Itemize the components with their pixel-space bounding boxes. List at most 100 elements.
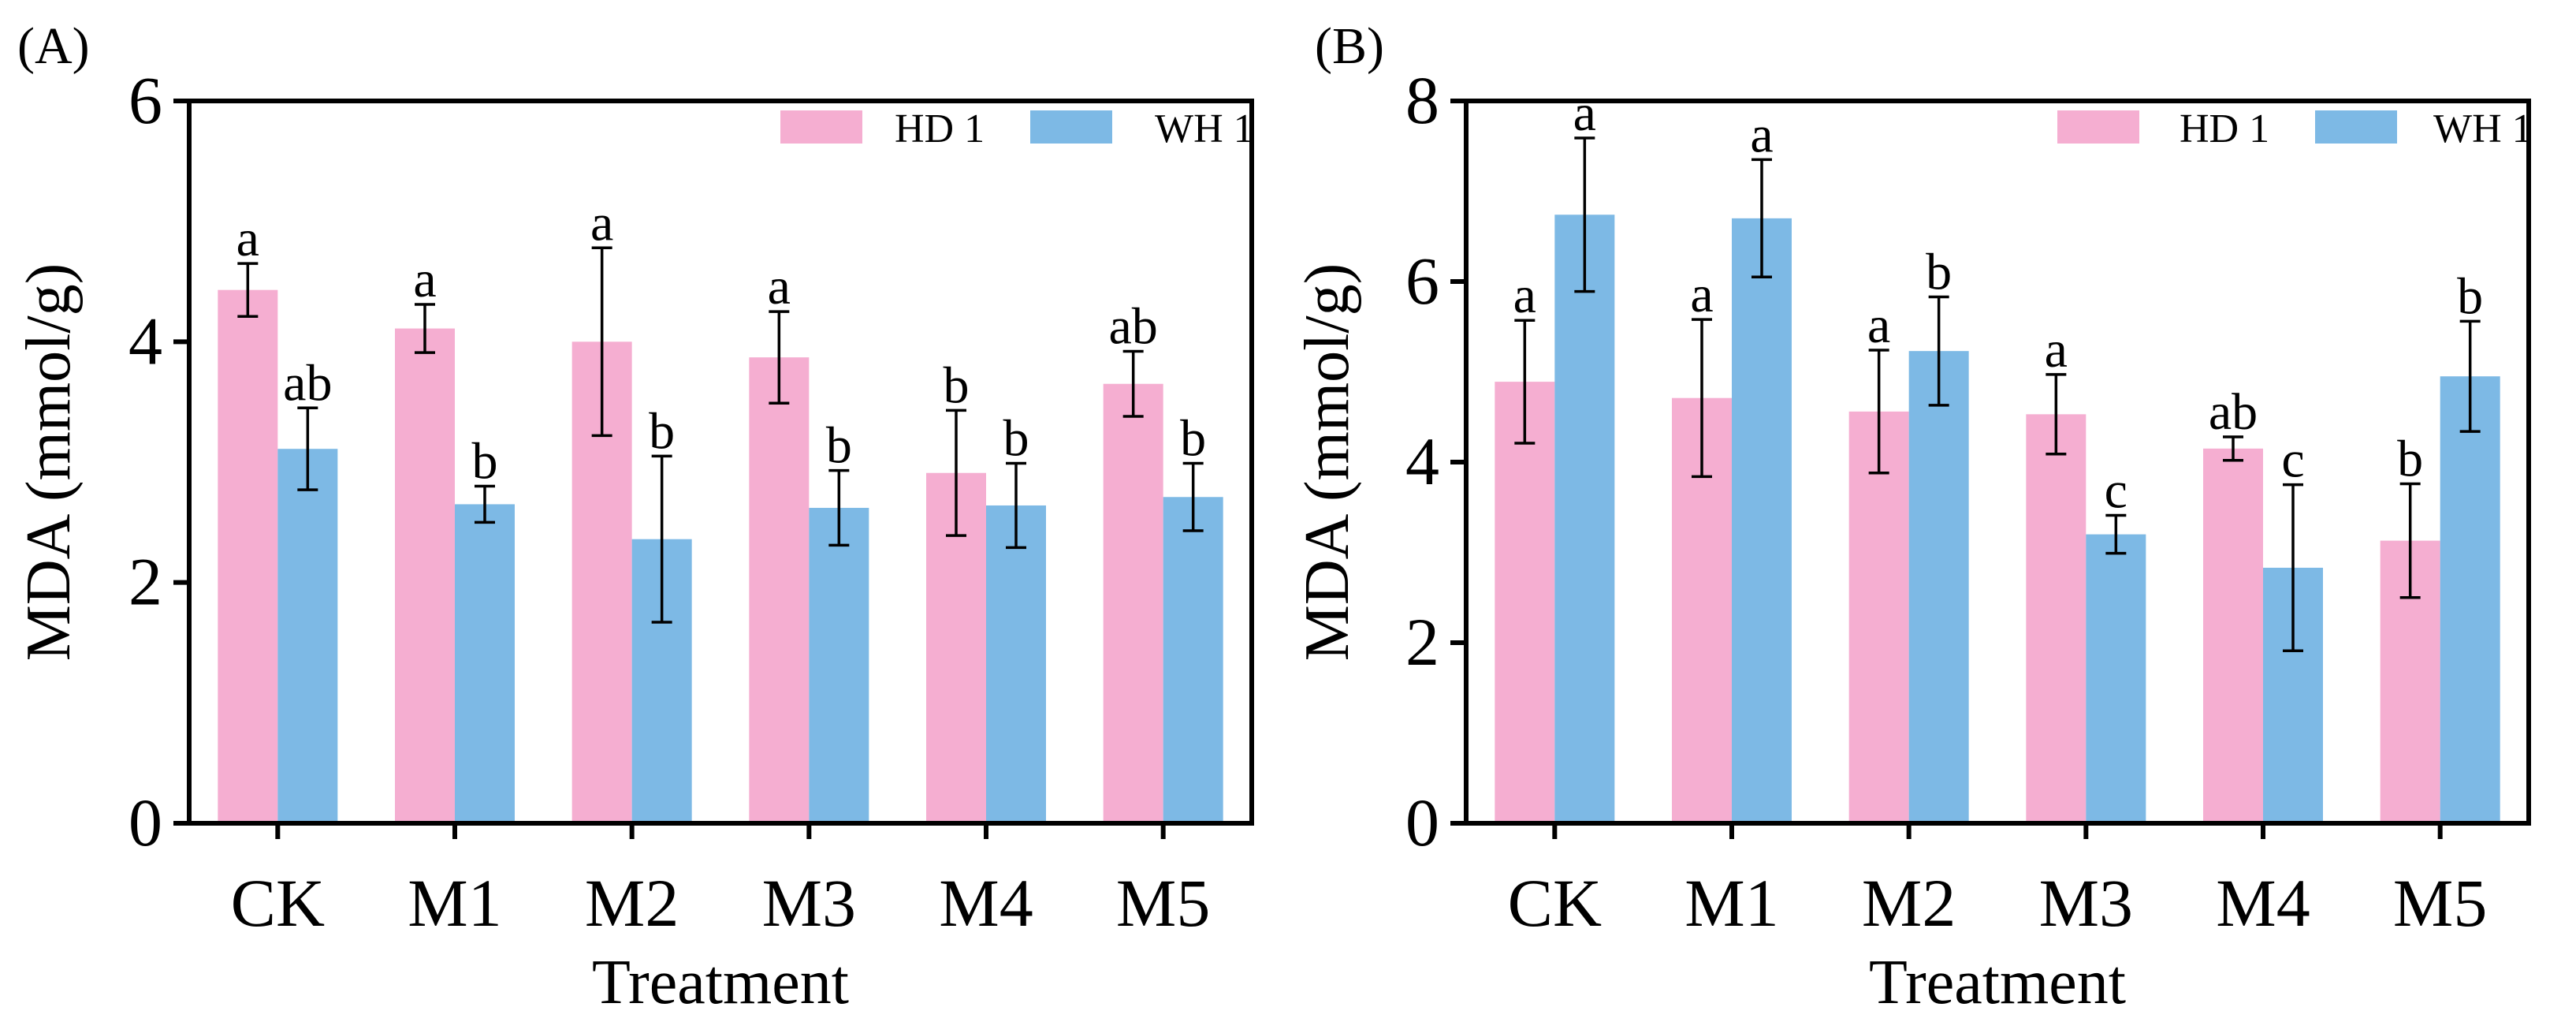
significance-letter: b [826,417,852,475]
error-bar [2399,482,2421,599]
legend-label-hd1: HD 1 [895,106,985,151]
y-tick-label: 0 [1405,785,1439,860]
error-bar [1868,349,1889,475]
bar-wh1-m1 [455,504,515,823]
error-bar [1006,461,1026,550]
error-bar [2046,373,2067,456]
bar-hd1-m4 [2203,448,2263,823]
bar-hd1-ck [218,289,278,824]
y-tick-label: 4 [128,303,162,379]
significance-letter: b [1180,410,1206,468]
x-tick-label: M2 [585,865,679,941]
significance-letter: a [768,258,791,315]
error-bar [828,468,850,547]
error-bar [651,454,672,624]
y-axis-title: MDA (mmol/g) [14,263,84,661]
x-tick-label: M2 [1862,865,1956,941]
bar-wh1-ck [277,449,338,823]
bar-wh1-m3 [2086,534,2146,823]
y-tick-label: 8 [1405,62,1439,138]
significance-letter: b [1926,243,1952,300]
significance-letter: a [1867,297,1890,354]
bar-hd1-m5 [1103,383,1163,823]
x-tick-label: M4 [939,865,1033,941]
significance-letter: b [2457,267,2483,325]
significance-letter: a [2045,321,2068,379]
significance-letter: b [1003,410,1029,468]
significance-letter: ab [283,354,332,412]
error-bar [415,303,435,354]
bar-hd1-m3 [749,357,810,823]
x-tick-label: CK [1508,865,1602,941]
legend-swatch-wh1 [1030,110,1112,144]
significance-letter: b [944,356,970,414]
bar-wh1-m3 [809,508,869,823]
error-bar [2459,319,2481,433]
bar-hd1-m3 [2026,414,2086,823]
y-tick-label: 6 [1405,243,1439,319]
error-bar [1182,461,1204,532]
x-axis-title: Treatment [1869,948,2126,1017]
significance-letter: a [1513,267,1536,324]
legend-label-hd1: HD 1 [2180,106,2269,151]
bar-wh1-m5 [1163,497,1223,823]
legend-swatch-hd1 [780,110,862,144]
significance-letter: b [2397,430,2423,487]
significance-letter: b [649,402,675,460]
x-tick-label: CK [231,865,325,941]
error-bar [475,484,495,524]
error-bar [1692,318,1712,479]
legend-label-wh1: WH 1 [1155,106,1254,151]
x-tick-label: M3 [762,865,856,941]
significance-letter: a [590,194,613,252]
error-bar [297,406,318,491]
bar-wh1-m5 [2440,376,2500,824]
x-tick-label: M4 [2216,865,2310,941]
legend-label-wh1: WH 1 [2433,106,2533,151]
bar-wh1-m2 [1908,351,1969,823]
bar-hd1-m2 [1848,411,1909,823]
legend-swatch-hd1 [2057,110,2139,144]
significance-letter: a [1573,84,1596,142]
error-bar [2283,483,2303,653]
y-axis-title: MDA (mmol/g) [1293,263,1362,661]
significance-letter: ab [2209,383,2258,441]
plot-frame [187,99,1254,826]
error-bar [946,408,966,537]
y-tick-label: 2 [1405,604,1439,680]
y-tick-label: 6 [128,62,162,138]
significance-letter: a [1750,106,1773,163]
significance-letter: a [236,210,259,267]
error-bar [1122,349,1144,418]
error-bar [1751,158,1772,279]
x-tick-label: M3 [2039,865,2133,941]
error-bar [237,262,259,319]
significance-letter: a [1690,266,1713,323]
legend: HD 1 WH 1 [2057,106,2533,151]
x-tick-label: M5 [2393,865,2487,941]
x-axis-title: Treatment [592,948,849,1017]
significance-letter: ab [1109,298,1158,356]
error-bar [1514,319,1536,445]
error-bar [1928,295,1949,407]
error-bar [591,246,612,438]
legend-swatch-wh1 [2315,110,2397,144]
significance-letter: b [472,433,498,490]
error-bar [2223,435,2243,462]
significance-letter: a [413,251,436,308]
x-tick-label: M1 [408,865,501,941]
panel-label: (B) [1315,17,1384,75]
panel-label: (A) [17,17,90,75]
x-tick-label: M5 [1116,865,1210,941]
legend: HD 1 WH 1 [780,106,1254,151]
error-bar [1574,136,1595,293]
bar-hd1-ck [1495,382,1555,824]
bar-wh1-ck [1554,214,1615,823]
significance-letter: c [2105,462,2127,520]
plot-frame [1464,99,2531,826]
significance-letter: c [2281,431,2304,489]
bar-wh1-m4 [986,505,1046,823]
